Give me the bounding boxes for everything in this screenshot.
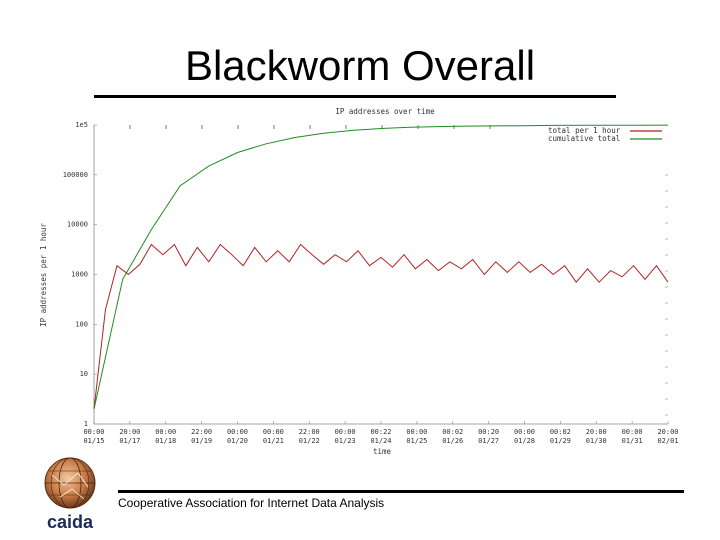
plot-frame <box>93 125 668 425</box>
x-tick-label: 01/19 <box>191 437 212 445</box>
series-total-per-hour <box>93 243 669 410</box>
x-tick-label: 01/28 <box>514 437 535 445</box>
x-tick-label: 22:00 <box>299 428 320 436</box>
x-tick-label: 01/23 <box>335 437 356 445</box>
y-axis-ticks: 1e5 100000 10000 1000 100 10 1 <box>63 121 668 428</box>
globe-network <box>51 472 89 500</box>
chart-title: IP addresses over time <box>335 107 435 116</box>
y-tick-label: 1000 <box>71 271 88 279</box>
x-tick-label: 01/27 <box>478 437 499 445</box>
x-tick-label: 00:00 <box>83 428 104 436</box>
x-tick-label: 01/17 <box>119 437 140 445</box>
y-tick-label: 10000 <box>67 221 88 229</box>
x-tick-label: 01/26 <box>442 437 463 445</box>
x-tick-label: 00:00 <box>155 428 176 436</box>
x-tick-label: 00:20 <box>478 428 499 436</box>
x-tick-label: 02/01 <box>657 437 678 445</box>
x-tick-label: 20:00 <box>657 428 678 436</box>
x-tick-label: 00:02 <box>442 428 463 436</box>
series-lines <box>93 124 669 410</box>
x-tick-label: 20:00 <box>586 428 607 436</box>
x-tick-label: 01/22 <box>299 437 320 445</box>
x-axis-label: time <box>373 447 392 456</box>
x-tick-label: 00:00 <box>406 428 427 436</box>
x-tick-label: 20:00 <box>119 428 140 436</box>
y-tick-label: 100000 <box>63 171 88 179</box>
x-tick-label: 01/24 <box>370 437 391 445</box>
x-tick-label: 00:22 <box>370 428 391 436</box>
x-tick-label: 00:00 <box>514 428 535 436</box>
footer-text: Cooperative Association for Internet Dat… <box>118 496 385 510</box>
footer-divider <box>118 490 684 493</box>
caida-logo: caida <box>44 457 96 532</box>
x-tick-label: 01/21 <box>263 437 284 445</box>
x-tick-label: 01/30 <box>586 437 607 445</box>
x-tick-label: 01/25 <box>406 437 427 445</box>
legend-entry-label: cumulative total <box>548 134 620 143</box>
x-tick-label: 01/31 <box>622 437 643 445</box>
x-axis-ticks: 00:0001/1520:0001/1700:0001/1822:0001/19… <box>83 421 679 445</box>
title-divider <box>94 95 616 98</box>
x-tick-label: 01/29 <box>550 437 571 445</box>
legend-entry-label: total per 1 hour <box>548 126 621 135</box>
x-tick-label: 00:00 <box>227 428 248 436</box>
y-tick-label: 1 <box>84 420 88 428</box>
series-cumulative-total <box>93 124 669 410</box>
y-tick-label: 100 <box>75 320 88 328</box>
slide-title: Blackworm Overall <box>184 42 536 89</box>
y-axis-label: IP addresses per 1 hour <box>39 223 48 327</box>
x-tick-label: 01/20 <box>227 437 248 445</box>
x-tick-label: 22:00 <box>191 428 212 436</box>
x-tick-label: 00:00 <box>263 428 284 436</box>
x-tick-label: 00:00 <box>622 428 643 436</box>
line-chart: IP addresses over time 1e510000010000100… <box>39 107 679 456</box>
logo-text: caida <box>47 512 94 532</box>
x-tick-label: 01/18 <box>155 437 176 445</box>
x-tick-label: 00:02 <box>550 428 571 436</box>
x-tick-label: 00:00 <box>335 428 356 436</box>
y-tick-label: 10 <box>80 370 88 378</box>
x-tick-label: 01/15 <box>83 437 104 445</box>
y-tick-label: 1e5 <box>75 121 88 129</box>
